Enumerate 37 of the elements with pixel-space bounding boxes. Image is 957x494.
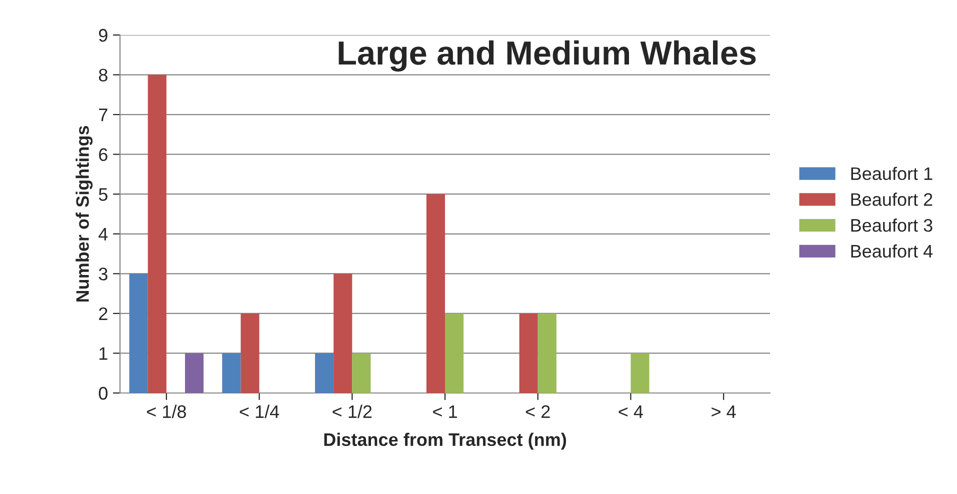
y-tick-label: 3 [98,268,108,280]
bar [445,313,464,393]
y-tick-label: 4 [98,228,108,240]
y-tick-label: 0 [98,386,108,400]
y-axis-title: Number of Sightings [76,126,93,302]
legend-label: Beaufort 2 [851,192,932,206]
legend-label: Beaufort 4 [851,244,933,258]
x-tick-label: < 1 [433,405,457,418]
x-tick-label: < 2 [526,405,550,418]
bar [352,353,371,393]
x-tick-label: > 4 [712,405,736,418]
bar [426,194,445,393]
bar [148,74,166,393]
y-tick-label: 8 [98,68,108,82]
bar [129,274,148,393]
bar [630,353,650,393]
legend-label: Beaufort 3 [851,218,932,232]
y-tick-label: 9 [99,28,108,42]
bar [538,313,556,393]
y-tick-label: 1 [100,347,108,360]
x-tick-label: < 1/2 [332,404,372,418]
bar [519,313,538,393]
x-tick-label: < 1/4 [240,404,280,418]
legend-label: Beaufort 1 [851,166,932,180]
y-tick-label: 5 [98,188,108,201]
y-tick-label: 6 [99,148,108,162]
x-axis-title: Distance from Transect (nm) [324,432,566,450]
chart-title: Large and Medium Whales [338,40,756,72]
x-tick-label: < 1/8 [146,404,186,418]
bar [334,274,352,393]
bar [315,353,334,393]
y-tick-label: 7 [99,108,108,122]
x-tick-label: < 4 [618,405,643,418]
bar [222,353,241,393]
bar [185,353,204,393]
bar [240,313,260,393]
y-tick-label: 2 [99,307,108,320]
